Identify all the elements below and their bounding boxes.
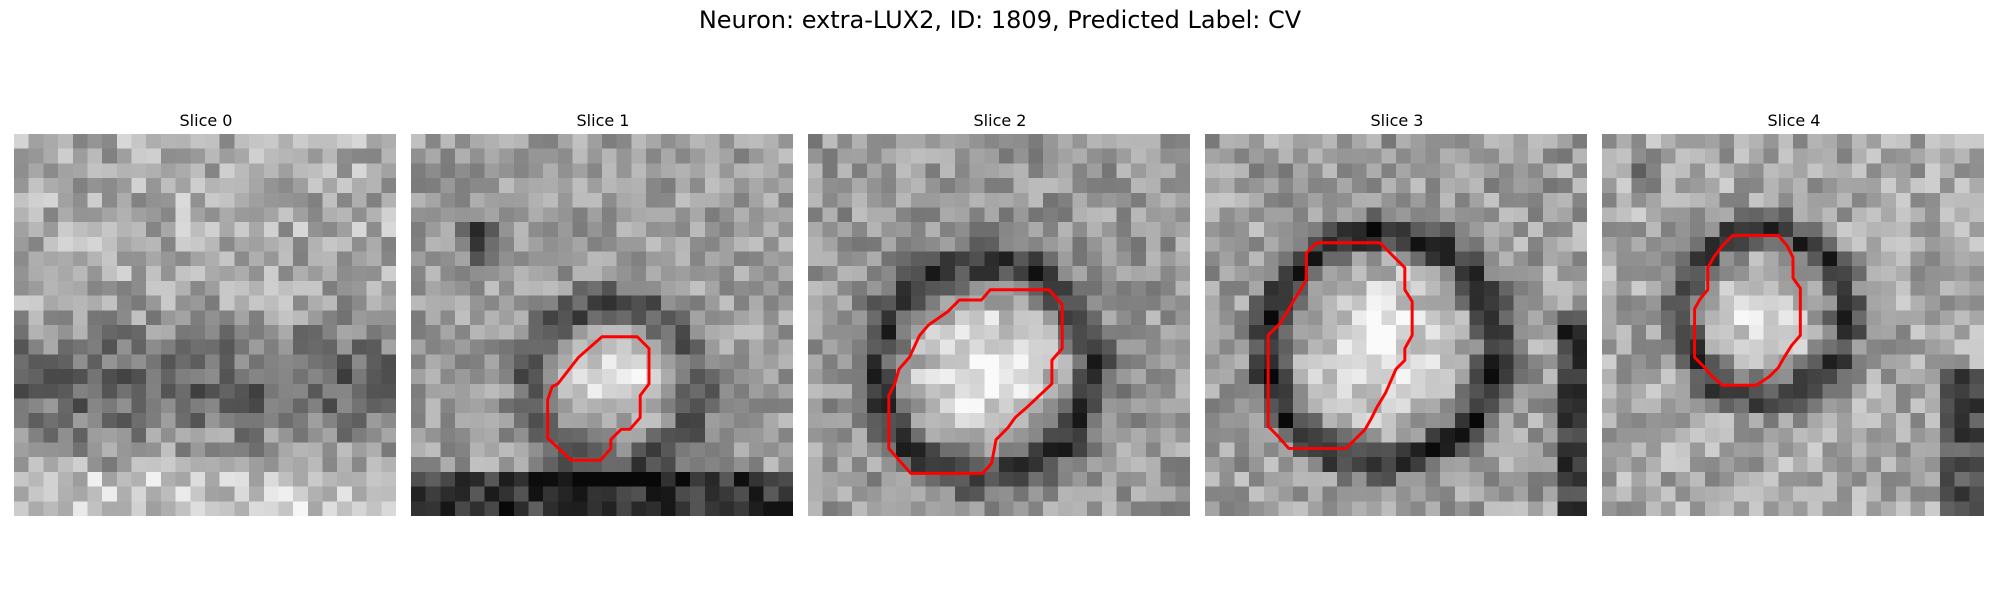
slice-title: Slice 3 [1205,108,1589,134]
contour-overlay [1602,134,1984,516]
roi-contour [889,290,1062,474]
contour-overlay [411,134,793,516]
slice-panel-0: Slice 0 [14,108,398,516]
slice-title: Slice 1 [411,108,795,134]
slice-panel-4: Slice 4 [1602,108,1986,516]
contour-overlay [808,134,1190,516]
contour-overlay [1205,134,1587,516]
slice-title: Slice 0 [14,108,398,134]
slice-panel-2: Slice 2 [808,108,1192,516]
slice-title: Slice 2 [808,108,1192,134]
figure-title: Neuron: extra-LUX2, ID: 1809, Predicted … [0,6,2000,34]
roi-contour [548,337,649,460]
slice-image [14,134,396,516]
slice-panel-3: Slice 3 [1205,108,1589,516]
roi-contour [1695,235,1801,385]
slice-title: Slice 4 [1602,108,1986,134]
slice-panel-1: Slice 1 [411,108,795,516]
roi-contour [1268,243,1412,449]
